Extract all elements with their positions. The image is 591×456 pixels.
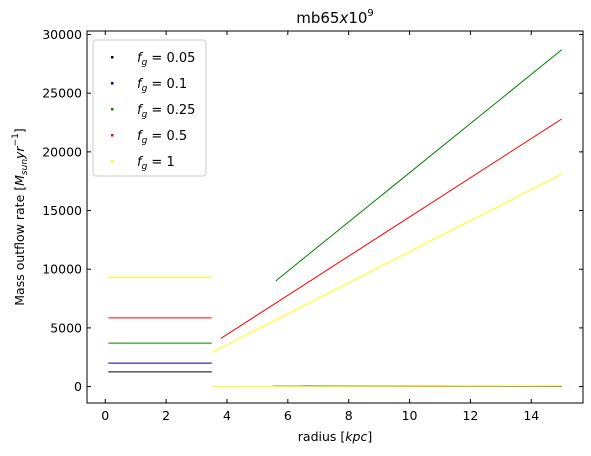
x-tick-label: 6	[284, 408, 292, 423]
chart-title: mb65x109	[296, 8, 374, 27]
legend-box	[92, 39, 207, 177]
y-tick-label: 30000	[42, 27, 82, 42]
x-tick-label: 4	[223, 408, 231, 423]
y-axis-label: Mass outflow rate [Msunyr−1]	[11, 128, 30, 306]
y-tick-label: 20000	[42, 144, 82, 159]
series-layer	[108, 49, 563, 388]
legend: fg = 0.05 fg = 0.1 fg = 0.25 fg = 0.5 fg = 1	[92, 39, 207, 177]
series-4-segment-2	[211, 385, 562, 388]
legend-marker-4	[111, 160, 114, 163]
y-tick-label: 5000	[50, 320, 82, 335]
y-tick-label: 25000	[42, 86, 82, 101]
x-tick-label: 10	[402, 408, 418, 423]
x-tick-label: 0	[101, 408, 109, 423]
x-tick-label: 12	[462, 408, 478, 423]
series-2-segment-1	[275, 49, 563, 282]
series-3-segment-1	[220, 118, 562, 339]
legend-label-4: fg = 1	[137, 155, 175, 172]
y-tick-label: 10000	[42, 262, 82, 277]
y-tick-label: 15000	[42, 203, 82, 218]
y-tick-label: 0	[74, 379, 82, 394]
x-tick-label: 14	[523, 408, 539, 423]
x-axis-label: radius [kpc]	[298, 429, 372, 444]
legend-marker-3	[111, 134, 114, 137]
x-tick-label: 2	[162, 408, 170, 423]
legend-marker-1	[111, 82, 114, 85]
legend-label-3: fg = 0.5	[137, 129, 187, 146]
legend-label-1: fg = 0.1	[137, 77, 187, 94]
plot-frame	[86, 30, 584, 404]
legend-label-2: fg = 0.25	[137, 103, 195, 120]
ticks-layer: 0 2 4 6 8 10 12 14 0 5000 10000 15000 20000 25000 3000…	[42, 27, 583, 423]
series-4-segment-1	[211, 173, 562, 353]
legend-label-0: fg = 0.05	[137, 51, 195, 68]
legend-marker-0	[111, 56, 114, 59]
legend-entries: fg = 0.05 fg = 0.1 fg = 0.25 fg = 0.5 fg = 1	[111, 51, 195, 172]
x-tick-label: 8	[345, 408, 353, 423]
legend-marker-2	[111, 108, 114, 111]
